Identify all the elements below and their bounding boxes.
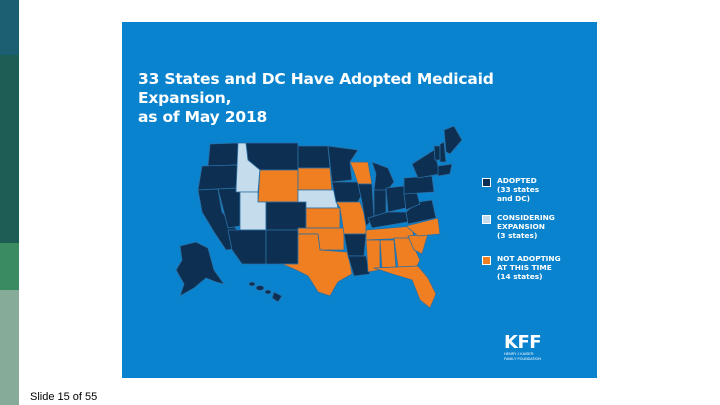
state-iowa <box>331 181 363 203</box>
state-pennsylvania <box>403 175 435 195</box>
map-title-line-1: 33 States and DC Have Adopted Medicaid E… <box>138 70 494 107</box>
state-hawaii <box>248 281 283 303</box>
side-strip-accent <box>0 243 19 290</box>
kff-logo-sub-line-1: HENRY J KAISER <box>504 352 534 356</box>
kff-logo-sub-line-2: FAMILY FOUNDATION <box>504 356 541 361</box>
state-texas <box>281 233 353 297</box>
state-arizona <box>227 229 267 265</box>
map-title: 33 States and DC Have Adopted Medicaid E… <box>138 70 588 127</box>
us-map <box>175 125 463 309</box>
state-ohio <box>385 185 407 213</box>
state-minnesota <box>327 145 359 183</box>
legend-item-not-adopting: NOT ADOPTING AT THIS TIME (14 states) <box>482 254 561 281</box>
state-new-hampshire <box>439 141 447 163</box>
state-massachusetts-ct-ri <box>437 163 453 177</box>
legend-not-adopting-line-2: AT THIS TIME <box>497 263 552 272</box>
legend-adopted-line-1: ADOPTED <box>497 176 537 185</box>
legend-swatch-not-adopting <box>482 256 491 265</box>
state-oregon <box>197 164 239 191</box>
legend-adopted-line-2: (33 states <box>497 185 540 194</box>
kff-logo-mark: KFF <box>504 332 542 353</box>
legend-item-considering: CONSIDERING EXPANSION (3 states) <box>482 213 555 240</box>
state-maine <box>443 125 463 155</box>
state-north-carolina <box>405 217 441 237</box>
state-north-dakota <box>297 145 331 169</box>
legend-swatch-adopted <box>482 178 491 187</box>
side-strip-bottom <box>0 290 19 405</box>
map-title-line-2: as of May 2018 <box>138 108 268 126</box>
state-alaska <box>175 241 225 297</box>
legend-item-adopted: ADOPTED (33 states and DC) <box>482 176 539 203</box>
legend-not-adopting-line-1: NOT ADOPTING <box>497 254 561 263</box>
state-georgia <box>393 237 421 269</box>
state-washington <box>207 142 239 167</box>
state-vermont <box>433 145 441 161</box>
legend-considering-line-1: CONSIDERING <box>497 213 555 222</box>
state-arkansas <box>343 233 367 257</box>
side-strip-middle <box>0 55 19 243</box>
state-south-dakota <box>297 167 333 191</box>
state-kansas <box>305 207 341 229</box>
side-strip-top <box>0 0 19 55</box>
state-colorado <box>265 201 307 231</box>
state-alabama <box>379 239 397 271</box>
slide-counter: Slide 15 of 55 <box>30 391 98 403</box>
legend-adopted-line-3: and DC) <box>497 194 531 203</box>
legend-swatch-considering <box>482 215 491 224</box>
state-florida <box>373 265 437 309</box>
kff-logo: KFF HENRY J KAISER FAMILY FOUNDATION <box>504 334 564 361</box>
medicaid-map-image: 33 States and DC Have Adopted Medicaid E… <box>122 22 597 378</box>
state-wyoming <box>257 169 299 203</box>
legend-considering-line-3: (3 states) <box>497 231 538 240</box>
state-new-mexico <box>265 229 299 265</box>
state-wisconsin <box>349 161 373 185</box>
legend-considering-line-2: EXPANSION <box>497 222 545 231</box>
state-mississippi <box>365 239 381 273</box>
state-louisiana <box>347 255 371 277</box>
legend-not-adopting-line-3: (14 states) <box>497 272 543 281</box>
